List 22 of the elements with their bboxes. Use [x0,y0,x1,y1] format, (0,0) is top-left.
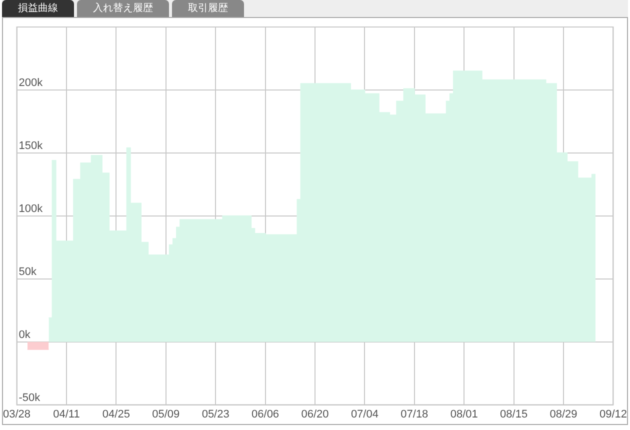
y-tick-label: -50k [18,392,41,404]
x-tick-label: 06/20 [301,408,329,420]
y-tick-label: 200k [18,77,44,89]
x-tick-label: 09/12 [599,408,627,420]
y-tick-label: 100k [18,202,44,215]
x-tick-label: 08/01 [450,408,478,420]
chart-title: 損益曲線 [2,0,74,17]
x-tick-label: 06/06 [252,408,280,420]
x-tick-label: 05/23 [202,408,230,420]
x-tick-label: 05/09 [152,408,180,420]
text: 取引履歴 [172,0,244,17]
x-tick-label: 08/29 [550,408,578,420]
x-tick-label: 03/28 [3,408,31,420]
x-tick-label: 04/25 [102,408,130,420]
y-tick-label: 150k [18,140,44,152]
y-tick-label: 50k [18,266,37,278]
x-tick-label: 04/11 [53,408,80,420]
x-tick-label: 07/18 [400,408,428,420]
y-tick-label: 0k [18,328,31,341]
text: 入れ替え履歴 [77,0,169,17]
x-tick-label: 08/15 [500,408,528,420]
x-tick-label: 07/04 [350,408,378,420]
